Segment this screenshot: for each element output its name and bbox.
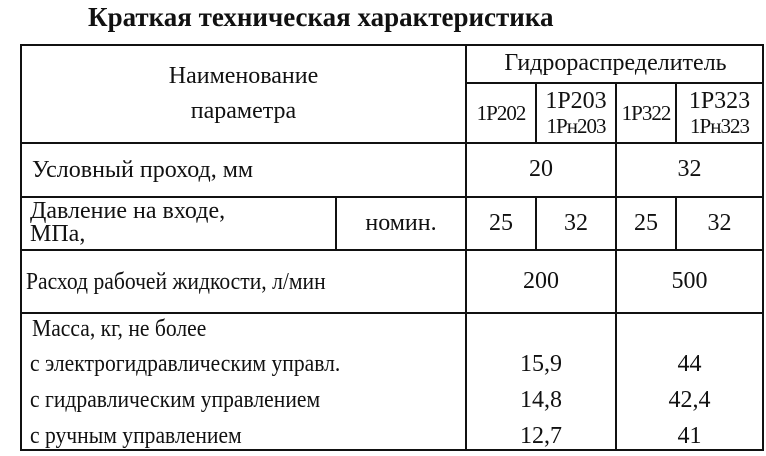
header-line: параметра (190, 98, 297, 124)
col-divider (535, 196, 537, 250)
model-1r322: 1Р322 (621, 100, 672, 125)
flow-value: 200 (523, 267, 559, 294)
model-1r203: 1Р203 1Рн203 (537, 84, 615, 142)
param-name-header: Наименование параметра (22, 46, 465, 142)
header-line: Наименование (168, 63, 319, 90)
mass-item-label: с ручным управлением (30, 423, 242, 449)
pressure-value: 32 (564, 209, 588, 236)
row-divider (20, 249, 764, 251)
model-label: 1Рн203 (546, 113, 607, 138)
mass-item-label: с гидравлическим управлением (30, 387, 321, 413)
pressure-value: 25 (634, 209, 658, 236)
mass-item-label: с электрогидравлическим управл. (30, 351, 341, 377)
flow-label: Расход рабочей жидкости, л/мин (26, 268, 326, 295)
pressure-value: 25 (489, 209, 513, 236)
row-divider (20, 142, 764, 144)
pressure-value: 32 (707, 209, 732, 236)
col-divider (335, 196, 337, 250)
pressure-sub: номин. (365, 209, 437, 236)
group-header: Гидрораспределитель (504, 50, 727, 77)
col-divider (465, 44, 467, 451)
mass-value: 41 (677, 423, 702, 450)
header-divider (465, 82, 764, 84)
mass-value: 14,8 (520, 387, 562, 414)
flow-value: 500 (671, 267, 708, 294)
row-divider (20, 196, 764, 198)
mass-label: Масса, кг, не более (32, 316, 207, 342)
pressure-label: Давление на входе, МПа, (30, 198, 226, 247)
model-label: 1Р323 (688, 88, 751, 115)
model-1r323: 1Р323 1Рн323 (677, 84, 762, 142)
table-border-left (20, 44, 22, 451)
model-label: 1Рн323 (690, 113, 750, 138)
mass-value: 42,4 (668, 387, 711, 414)
col-divider (535, 82, 537, 143)
model-1r202: 1Р202 (476, 100, 527, 125)
bore-value: 20 (529, 156, 553, 183)
table-border-top (20, 44, 764, 46)
col-divider (615, 82, 617, 451)
mass-value: 44 (677, 351, 702, 378)
row-divider (20, 312, 764, 314)
table-border-bottom (20, 449, 764, 451)
mass-value: 12,7 (520, 423, 562, 450)
col-divider (675, 82, 677, 143)
label-line: Давление на входе, (30, 198, 226, 224)
bore-label: Условный проход, мм (32, 157, 254, 183)
col-divider (675, 196, 677, 250)
bore-value: 32 (677, 156, 702, 183)
label-line: МПа, (30, 221, 86, 247)
mass-value: 15,9 (520, 351, 562, 378)
model-label: 1Р203 (545, 88, 607, 115)
document-title: Краткая техническая характеристика (88, 2, 554, 32)
table-border-right (762, 44, 764, 451)
